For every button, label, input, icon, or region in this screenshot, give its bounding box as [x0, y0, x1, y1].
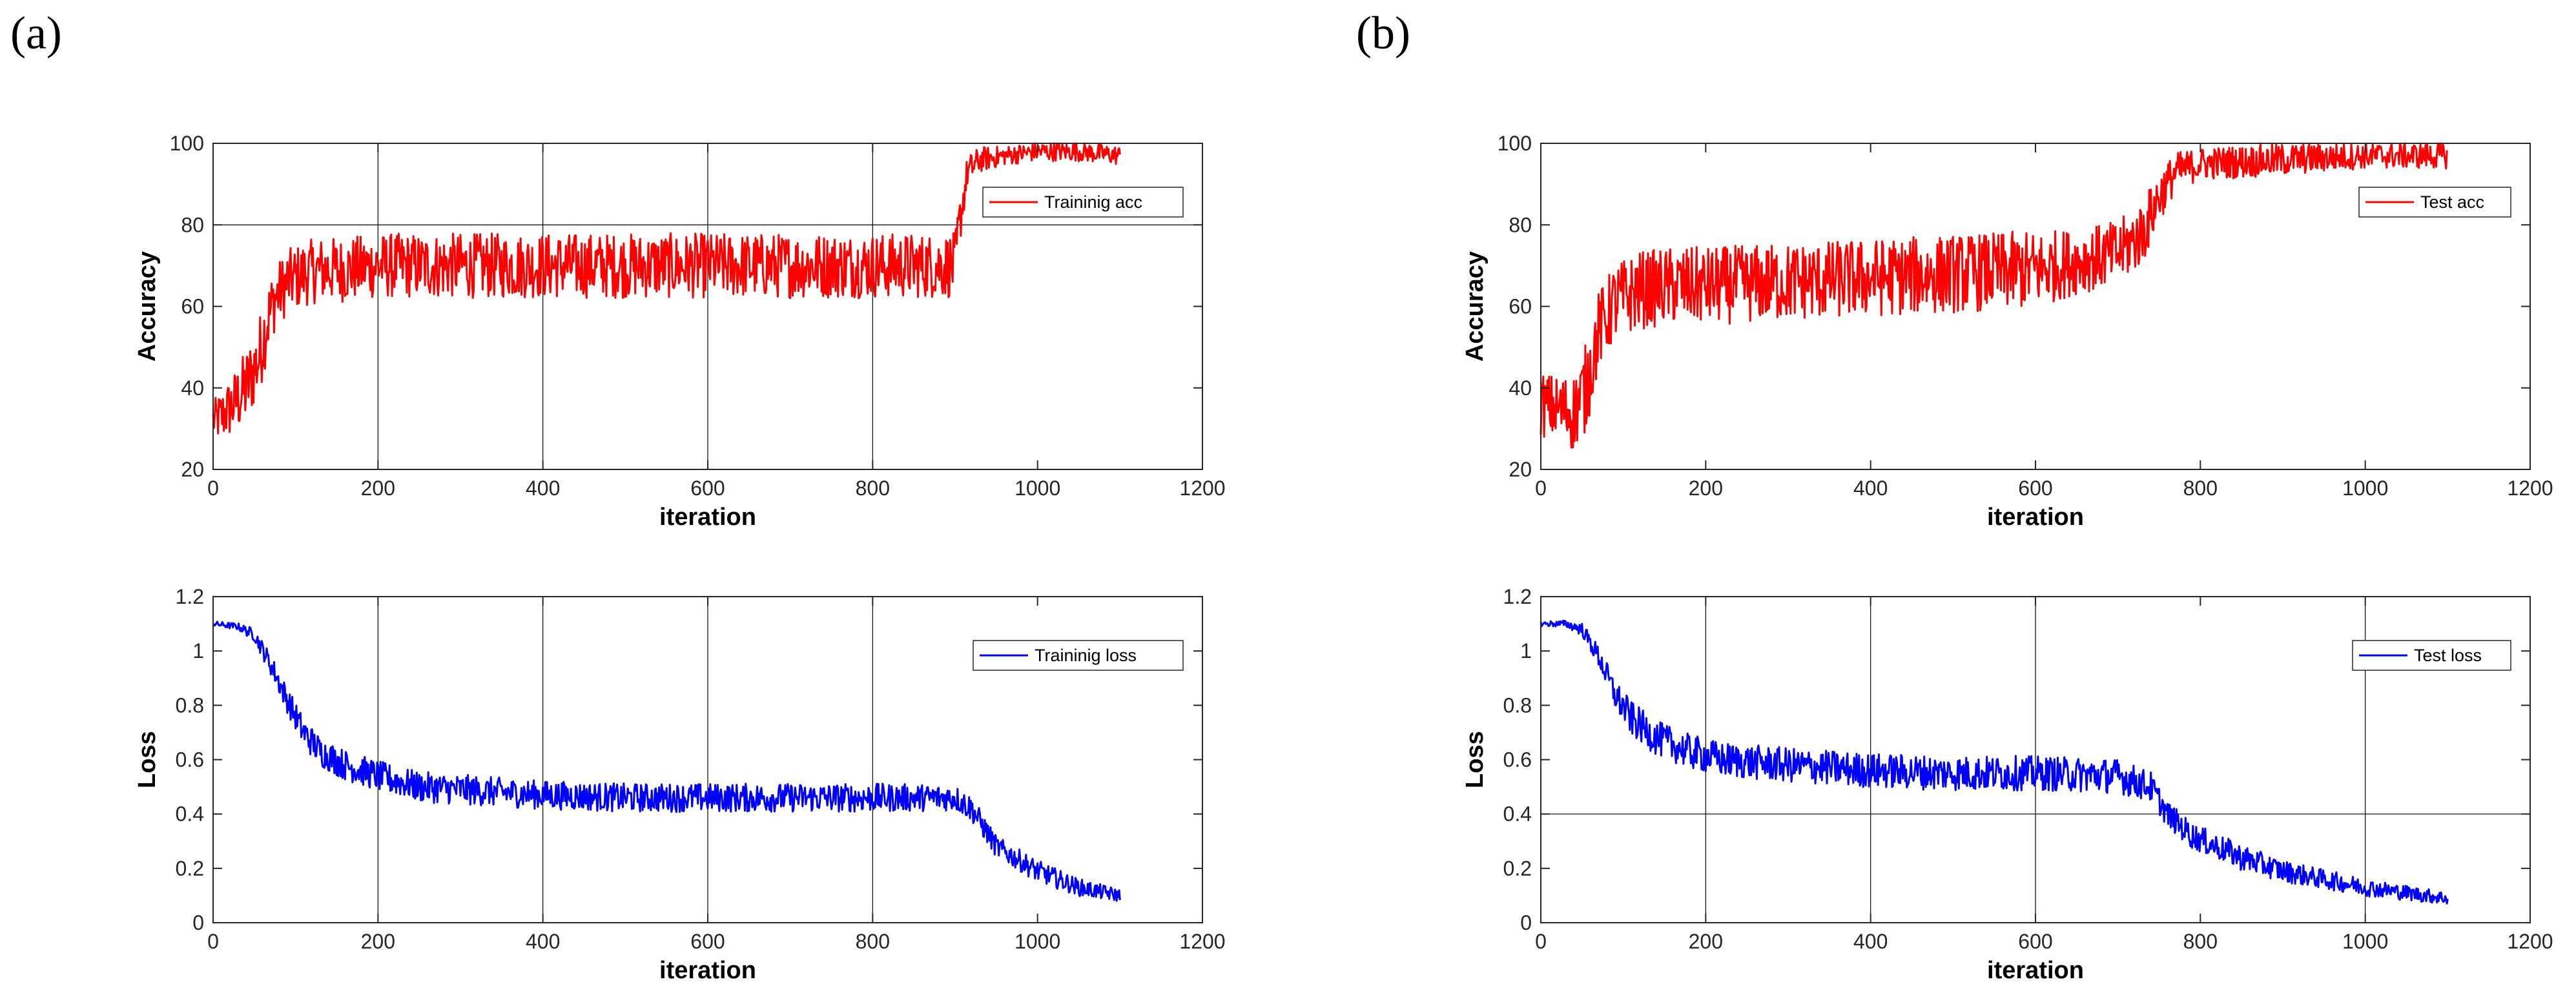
- legend-label: Traininig acc: [1044, 192, 1142, 212]
- x-tick-label: 0: [207, 930, 219, 953]
- y-tick-label: 1: [192, 639, 204, 662]
- series-line: [1540, 619, 2449, 905]
- y-tick-label: 0.6: [176, 748, 204, 772]
- y-tick-label: 100: [1498, 132, 1532, 155]
- y-tick-label: 0: [192, 911, 204, 934]
- x-tick-label: 400: [1853, 930, 1888, 953]
- x-tick-label: 1200: [2507, 477, 2553, 500]
- series-line: [212, 142, 1121, 435]
- y-tick-label: 20: [181, 458, 204, 481]
- y-tick-label: 0.8: [1503, 693, 1532, 717]
- x-tick-label: 0: [207, 477, 219, 500]
- y-tick-label: 0.4: [176, 803, 204, 826]
- x-tick-label: 400: [1853, 477, 1888, 500]
- x-tick-label: 600: [690, 930, 725, 953]
- x-tick-label: 1000: [2342, 477, 2388, 500]
- series-line: [1540, 142, 2448, 449]
- y-tick-label: 80: [181, 213, 204, 236]
- x-tick-label: 200: [1689, 477, 1723, 500]
- x-tick-label: 600: [2018, 930, 2052, 953]
- x-tick-label: 800: [856, 477, 890, 500]
- legend-label: Test acc: [2420, 192, 2484, 212]
- legend-label: Test loss: [2414, 646, 2482, 665]
- y-axis-label: Loss: [134, 731, 161, 788]
- chart-a-loss: 0 200 400 600 800 1000 1200 0 0.2 0.4 0.6 0.8 1 1.2 it…: [134, 585, 1226, 984]
- y-axis-label: Accuracy: [134, 251, 161, 362]
- x-tick-label: 1000: [1015, 930, 1060, 953]
- x-tick-label: 1000: [2342, 930, 2388, 953]
- x-tick-label: 800: [2183, 477, 2218, 500]
- x-tick-label: 0: [1535, 930, 1547, 953]
- y-tick-label: 40: [181, 376, 204, 400]
- x-tick-label: 1200: [1179, 930, 1225, 953]
- y-tick-label: 0: [1520, 911, 1532, 934]
- x-tick-label: 200: [361, 477, 395, 500]
- y-axis-label: Loss: [1461, 731, 1489, 788]
- y-tick-label: 60: [1509, 295, 1532, 318]
- y-tick-label: 0.2: [1503, 857, 1532, 880]
- x-tick-label: 200: [1689, 930, 1723, 953]
- x-tick-label: 400: [526, 930, 560, 953]
- y-tick-label: 1.2: [176, 585, 204, 608]
- x-axis-label: iteration: [1987, 957, 2084, 984]
- chart-b-acc: 0 200 400 600 800 1000 1200 20 40 60 80 100 iteratio…: [1461, 132, 2553, 531]
- x-tick-label: 400: [526, 477, 560, 500]
- series-line: [212, 621, 1121, 902]
- chart-a-acc: 0 200 400 600 800 1000 1200 20 40 60 80 100 iteratio…: [134, 132, 1226, 531]
- x-axis-label: iteration: [659, 957, 756, 984]
- x-axis-label: iteration: [1987, 504, 2084, 531]
- y-tick-label: 1.2: [1503, 585, 1532, 608]
- y-tick-label: 80: [1509, 213, 1532, 236]
- x-tick-label: 0: [1535, 477, 1547, 500]
- chart-b-loss: 0 200 400 600 800 1000 1200 0 0.2 0.4 0.6 0.8 1 1.2 it…: [1461, 585, 2553, 984]
- y-tick-label: 100: [170, 132, 204, 155]
- y-axis-label: Accuracy: [1461, 251, 1489, 362]
- x-tick-label: 1000: [1015, 477, 1060, 500]
- x-tick-label: 1200: [2507, 930, 2553, 953]
- panel-label-a: (a): [10, 7, 62, 59]
- panel-label-b: (b): [1356, 7, 1410, 59]
- x-tick-label: 600: [2018, 477, 2052, 500]
- x-tick-label: 800: [2183, 930, 2218, 953]
- y-tick-label: 0.6: [1503, 748, 1532, 772]
- x-axis-label: iteration: [659, 504, 756, 531]
- y-tick-label: 0.4: [1503, 803, 1532, 826]
- y-tick-label: 0.8: [176, 693, 204, 717]
- x-tick-label: 1200: [1179, 477, 1225, 500]
- y-tick-label: 40: [1509, 376, 1532, 400]
- y-tick-label: 0.2: [176, 857, 204, 880]
- y-tick-label: 20: [1509, 458, 1532, 481]
- x-tick-label: 200: [361, 930, 395, 953]
- x-tick-label: 600: [690, 477, 725, 500]
- y-tick-label: 1: [1520, 639, 1532, 662]
- legend-label: Traininig loss: [1035, 646, 1137, 665]
- x-tick-label: 800: [856, 930, 890, 953]
- y-tick-label: 60: [181, 295, 204, 318]
